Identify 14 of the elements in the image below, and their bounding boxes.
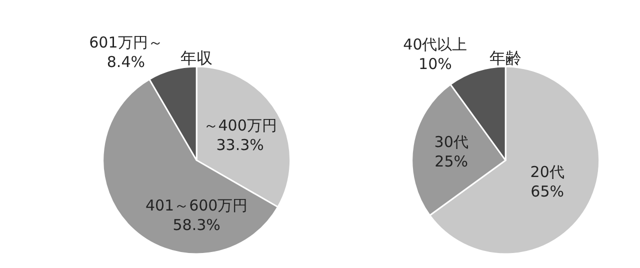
data-label: 8.4%	[106, 53, 145, 72]
data-label: 33.3%	[216, 136, 264, 154]
text: 年収	[180, 48, 213, 68]
data-label: 10%	[418, 54, 452, 73]
slice-label: 40代以上	[403, 35, 468, 54]
data-label: 65%	[530, 182, 564, 200]
text: 年齢	[490, 48, 522, 68]
slice-label: 601万円～	[89, 34, 163, 52]
data-label: 58.3%	[172, 216, 220, 234]
slice-label: 401～600万円	[145, 196, 248, 215]
data-label: 25%	[434, 152, 468, 170]
slice-label: 30代	[434, 132, 468, 151]
slice-label: 20代	[530, 162, 564, 181]
slice-label: ～400万円	[203, 116, 277, 134]
